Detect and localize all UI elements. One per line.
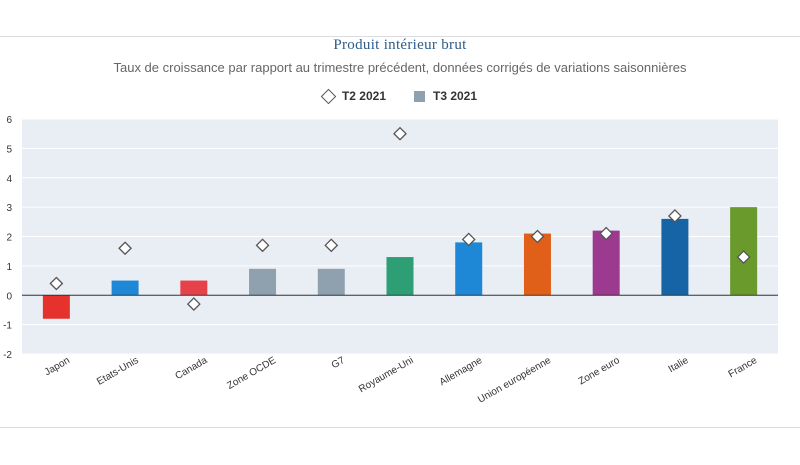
square-icon — [414, 90, 425, 102]
bar-7 — [523, 233, 551, 296]
y-tick-label: -2 — [3, 350, 12, 361]
marker-6 — [461, 232, 476, 247]
bar-2 — [180, 280, 208, 296]
x-tick-label: G7 — [330, 355, 347, 371]
marker-1 — [118, 241, 133, 256]
bar-9 — [661, 218, 689, 296]
y-tick-label: 0 — [6, 291, 12, 302]
marker-9 — [667, 209, 682, 223]
bar-0 — [42, 295, 70, 319]
bar-4 — [317, 268, 345, 296]
y-tick-label: 2 — [6, 233, 12, 244]
x-tick-label: Etats-Unis — [95, 355, 140, 388]
y-tick-label: 6 — [6, 115, 12, 126]
chart-legend: T2 2021 T3 2021 — [0, 88, 800, 104]
marker-5 — [393, 126, 407, 141]
legend-item-t3: T3 2021 — [414, 89, 477, 103]
y-tick-label: 5 — [6, 144, 12, 155]
marker-4 — [324, 238, 339, 253]
x-tick-label: Allemagne — [438, 355, 485, 388]
y-tick-label: 3 — [6, 203, 12, 214]
bar-5 — [386, 257, 414, 296]
chart-title: Produit intérieur brut — [333, 37, 467, 53]
marker-2 — [186, 297, 201, 311]
bar-3 — [249, 268, 277, 296]
top-rule — [0, 36, 800, 37]
bar-1 — [111, 280, 139, 296]
y-tick-label: -1 — [3, 321, 12, 332]
x-tick-label: France — [727, 355, 760, 380]
marker-0 — [49, 276, 64, 291]
legend-label-t3: T3 2021 — [433, 89, 478, 103]
x-tick-label: Zone OCDE — [225, 355, 278, 392]
legend-label-t2: T2 2021 — [341, 89, 386, 103]
x-tick-label: Canada — [173, 355, 209, 382]
x-tick-label: Zone euro — [577, 355, 622, 388]
bottom-rule — [0, 427, 800, 428]
marker-10 — [736, 250, 751, 264]
x-tick-label: Italie — [667, 355, 691, 375]
chart-subtitle: Taux de croissance par rapport au trimes… — [113, 60, 687, 75]
marker-8 — [599, 226, 614, 241]
marker-3 — [255, 238, 270, 253]
bar-8 — [592, 230, 620, 296]
x-tick-label: Union européenne — [476, 355, 553, 406]
legend-item-t2: T2 2021 — [320, 88, 386, 104]
marker-7 — [530, 229, 545, 244]
bar-6 — [455, 242, 483, 296]
y-tick-label: 1 — [6, 262, 12, 273]
y-tick-label: 4 — [6, 174, 12, 185]
x-tick-label: Japon — [43, 355, 72, 378]
x-tick-label: Royaume-Uni — [357, 355, 415, 395]
